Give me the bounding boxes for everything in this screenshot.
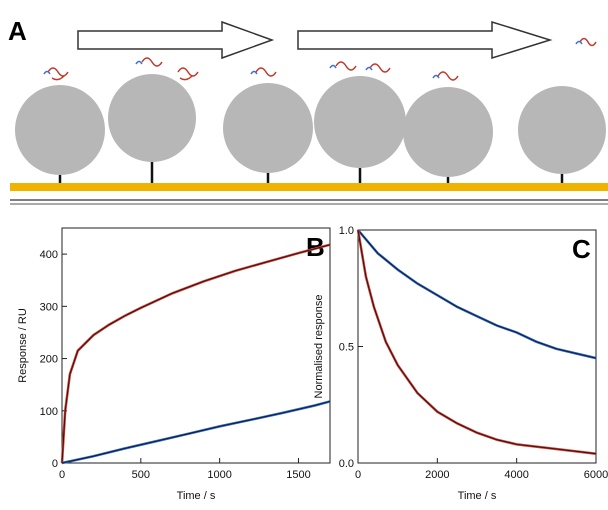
y-tick-label: 0.0 (339, 458, 354, 470)
diagram: A (8, 16, 608, 205)
y-tick-label: 100 (40, 406, 58, 418)
x-axis-label: Time / s (177, 490, 216, 502)
beads (15, 74, 606, 177)
y-tick-label: 0.5 (339, 342, 354, 354)
y-tick-label: 0 (52, 458, 58, 470)
plot-frame (61, 227, 331, 464)
linkers (58, 162, 564, 184)
x-tick-label: 1000 (207, 469, 231, 481)
x-tick-label: 4000 (504, 469, 528, 481)
y-tick-label: 200 (40, 354, 58, 366)
surface (10, 183, 608, 191)
panel-label: A (8, 16, 27, 46)
y-tick-label: 1.0 (339, 225, 354, 237)
arrow (77, 20, 275, 60)
y-tick-label: 400 (40, 249, 58, 261)
proteins (43, 37, 597, 81)
x-axis-label: Time / s (458, 490, 497, 502)
fit-line (61, 244, 331, 464)
x-tick-label: 0 (355, 469, 361, 481)
fit-line (357, 229, 597, 359)
y-axis-label: Normalised response (313, 295, 325, 399)
data-line (60, 243, 331, 464)
x-tick-label: 2000 (425, 469, 449, 481)
panel-label: B (306, 232, 325, 262)
data-line (357, 229, 597, 360)
y-axis-label: Response / RU (17, 308, 29, 383)
arrow (297, 20, 553, 60)
fit-line (61, 401, 331, 464)
y-tick-label: 300 (40, 301, 58, 313)
x-tick-label: 1500 (286, 469, 310, 481)
fit-line (357, 229, 597, 455)
x-tick-label: 6000 (584, 469, 608, 481)
data-line (356, 229, 597, 455)
panel-label: C (572, 234, 591, 264)
x-tick-label: 500 (132, 469, 150, 481)
x-tick-label: 0 (59, 469, 65, 481)
